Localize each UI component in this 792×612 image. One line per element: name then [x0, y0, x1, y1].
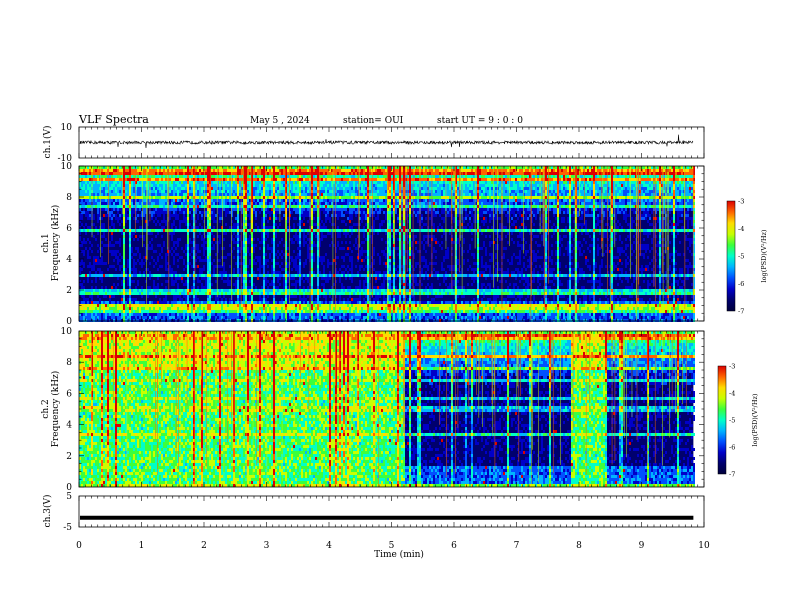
colorbar-tick-label: -3 — [738, 198, 744, 206]
ch3-ytick-top: 5 — [66, 492, 72, 502]
ch1-colorbar: -3 -4 -5 -6 -7 log(PSD)(V²/Hz) — [727, 198, 768, 316]
ch1-frequency-tick-labels: 0 2 4 6 8 10 — [61, 162, 73, 327]
colorbar-tick-label: -4 — [738, 225, 744, 233]
ch2-colorbar-tick-labels: -3 -4 -5 -6 -7 — [729, 363, 735, 479]
date-label: May 5 , 2024 — [250, 116, 310, 126]
ch1-waveform-panel: 10 -10 ch.1(V) — [42, 123, 704, 164]
frequency-tick-label: 6 — [66, 224, 72, 234]
ch1-spectrogram-image — [79, 166, 695, 322]
frequency-tick-label: 2 — [66, 452, 72, 462]
ch2-colorbar-label: log(PSD)(V²/Hz) — [751, 393, 759, 446]
figure-title: VLF Spectra — [78, 113, 149, 126]
frequency-tick-label: 6 — [66, 389, 72, 399]
time-tick-label: 7 — [514, 541, 520, 551]
colorbar-tick-label: -7 — [729, 471, 735, 479]
ch1-colorbar-label: log(PSD)(V²/Hz) — [760, 229, 768, 282]
ch3-ylabel: ch.3(V) — [42, 495, 53, 528]
time-tick-label: 2 — [201, 541, 207, 551]
ch1-colorbar-tick-labels: -3 -4 -5 -6 -7 — [738, 198, 744, 316]
colorbar-tick-label: -7 — [738, 308, 744, 316]
colorbar-tick-label: -4 — [729, 390, 735, 398]
time-tick-label: 0 — [76, 541, 82, 551]
ch1-spectrogram-ylabel-channel: ch.1 — [41, 233, 51, 252]
ch1-ytick-top: 10 — [61, 123, 73, 133]
ch2-spectrogram-ylabel-channel: ch.2 — [41, 399, 51, 418]
frequency-tick-label: 10 — [61, 162, 73, 172]
ch1-spectrogram-ylabel-frequency: Frequency (kHz) — [50, 205, 61, 282]
ch3-waveform-panel: 5 -5 ch.3(V) — [42, 492, 704, 533]
ch1-spectrogram-panel: 0 2 4 6 8 10 ch.1 Frequency (kHz) — [41, 162, 704, 327]
frequency-tick-label: 4 — [66, 255, 72, 265]
ch2-colorbar-gradient — [718, 366, 726, 474]
colorbar-tick-label: -6 — [738, 280, 744, 288]
ch1-ylabel: ch.1(V) — [42, 126, 53, 159]
frequency-tick-label: 0 — [66, 317, 72, 327]
ch3-ytick-bottom: -5 — [63, 523, 72, 533]
time-tick-label: 1 — [139, 541, 145, 551]
ch1-waveform-trace — [80, 135, 693, 148]
frequency-tick-label: 8 — [66, 358, 72, 368]
station-label: station= OUI — [343, 116, 404, 126]
time-axis-label: Time (min) — [374, 549, 424, 560]
time-tick-label: 10 — [698, 541, 710, 551]
colorbar-tick-label: -5 — [738, 253, 744, 261]
colorbar-tick-label: -6 — [729, 444, 735, 452]
frequency-tick-label: 2 — [66, 286, 72, 296]
frequency-tick-label: 8 — [66, 193, 72, 203]
colorbar-tick-label: -5 — [729, 417, 735, 425]
ch1-colorbar-gradient — [727, 201, 735, 311]
time-tick-label: 4 — [326, 541, 332, 551]
ch2-spectrogram-ylabel-frequency: Frequency (kHz) — [50, 371, 61, 448]
time-tick-label: 9 — [639, 541, 645, 551]
frequency-tick-label: 10 — [61, 327, 73, 337]
frequency-tick-label: 4 — [66, 421, 72, 431]
start-ut-label: start UT = 9 : 0 : 0 — [437, 116, 523, 126]
time-tick-label: 3 — [264, 541, 270, 551]
ch2-spectrogram-image — [79, 331, 695, 487]
time-tick-label: 6 — [451, 541, 457, 551]
colorbar-tick-label: -3 — [729, 363, 735, 371]
ch1-axis-ticks — [79, 127, 704, 158]
ch2-colorbar: -3 -4 -5 -6 -7 log(PSD)(V²/Hz) — [718, 363, 759, 479]
ch3-axis-ticks — [79, 496, 704, 527]
time-tick-label: 8 — [576, 541, 582, 551]
